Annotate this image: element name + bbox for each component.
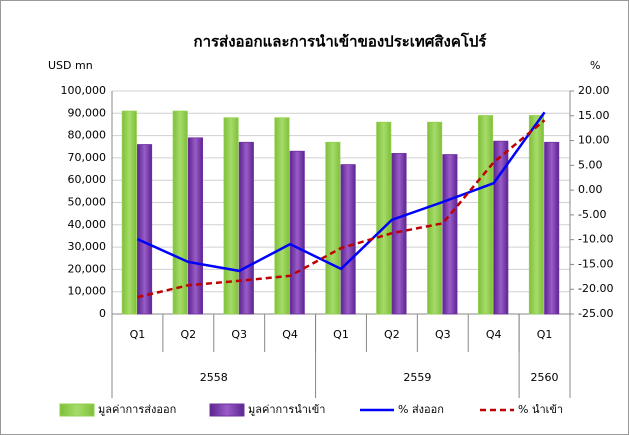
y-tick-label: 60,000 <box>68 173 107 186</box>
y2-tick-label: -5.00 <box>578 208 606 221</box>
bar <box>493 140 509 315</box>
y-tick-label: 20,000 <box>68 262 107 275</box>
y2-tick-label: 10.00 <box>578 134 610 147</box>
bar <box>289 150 305 315</box>
legend-swatch <box>209 403 245 417</box>
bar <box>121 110 137 315</box>
legend-swatch <box>59 403 95 417</box>
line-series <box>136 111 546 273</box>
group-label: 2560 <box>531 371 559 384</box>
y-tick-label: 40,000 <box>68 218 107 231</box>
bar <box>238 141 254 315</box>
bar <box>477 115 494 315</box>
y2-tick-label: 20.00 <box>578 84 610 97</box>
bar <box>274 117 290 315</box>
y2-axis-label: % <box>590 59 600 72</box>
bar <box>223 117 239 315</box>
bar <box>442 154 458 315</box>
y2-tick-label: 5.00 <box>578 158 603 171</box>
y2-tick-label: 15.00 <box>578 109 610 122</box>
bar <box>137 144 153 315</box>
bar <box>391 153 407 315</box>
line-series <box>137 119 546 299</box>
x-tick-label: Q2 <box>180 328 196 341</box>
y-axis-label: USD mn <box>48 59 93 72</box>
y2-tick-label: -25.00 <box>578 307 613 320</box>
legend-label: มูลค่าการนำเข้า <box>248 403 325 416</box>
y2-tick-label: 0.00 <box>578 183 603 196</box>
x-tick-label: Q4 <box>282 328 298 341</box>
y-tick-label: 70,000 <box>68 151 107 164</box>
group-label: 2559 <box>403 371 431 384</box>
bar <box>528 115 544 315</box>
x-tick-label: Q1 <box>537 328 553 341</box>
bar <box>427 121 443 315</box>
x-tick-label: Q1 <box>333 328 349 341</box>
y-tick-label: 0 <box>99 307 106 320</box>
x-tick-label: Q4 <box>486 328 502 341</box>
legend-label: % ส่งออก <box>398 403 444 416</box>
bar <box>187 137 203 315</box>
x-tick-label: Q1 <box>130 328 146 341</box>
bar <box>340 164 356 315</box>
bar <box>376 121 392 315</box>
y2-tick-label: -10.00 <box>578 233 613 246</box>
y-tick-label: 80,000 <box>68 129 107 142</box>
chart-title: การส่งออกและการนำเข้าของประเทศสิงคโปร์ <box>193 32 487 51</box>
legend-label: มูลค่าการส่งออก <box>98 403 176 416</box>
y-tick-label: 50,000 <box>68 196 107 209</box>
bar <box>325 141 341 315</box>
y2-tick-label: -15.00 <box>578 257 613 270</box>
x-tick-label: Q3 <box>231 328 247 341</box>
bar <box>544 141 560 315</box>
bar <box>172 110 188 315</box>
y-tick-label: 30,000 <box>68 240 107 253</box>
group-label: 2558 <box>200 371 228 384</box>
y-tick-label: 100,000 <box>61 84 107 97</box>
y2-tick-label: -20.00 <box>578 282 613 295</box>
y-tick-label: 90,000 <box>68 106 107 119</box>
x-tick-label: Q3 <box>435 328 451 341</box>
y-tick-label: 10,000 <box>68 285 107 298</box>
legend-label: % นำเข้า <box>518 403 563 416</box>
x-tick-label: Q2 <box>384 328 400 341</box>
